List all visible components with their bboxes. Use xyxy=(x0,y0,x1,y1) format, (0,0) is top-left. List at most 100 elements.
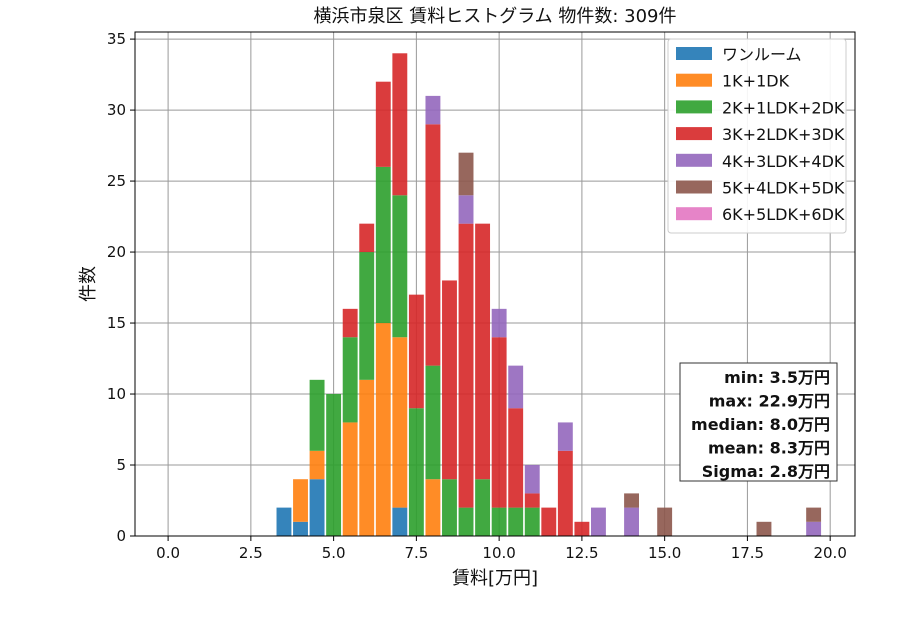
bar-segment xyxy=(591,507,606,536)
bar-segment xyxy=(806,521,822,536)
bar-segment xyxy=(293,479,308,522)
legend-swatch xyxy=(676,100,712,114)
legend-swatch xyxy=(676,207,712,221)
bar-segment xyxy=(375,166,391,324)
bar-segment xyxy=(557,422,573,451)
bar-segment xyxy=(491,507,507,536)
legend-label: 5K+4LDK+5DK xyxy=(722,179,845,198)
y-tick-label: 20 xyxy=(107,243,126,261)
legend-label: ワンルーム xyxy=(722,45,802,64)
x-tick-label: 15.0 xyxy=(648,544,681,562)
bar-segment xyxy=(326,394,342,536)
legend: ワンルーム 1K+1DK 2K+1LDK+2DK 3K+2LDK+3DK 4K+3LDK… xyxy=(667,38,847,234)
y-tick-label: 0 xyxy=(116,527,126,545)
bar-segment xyxy=(475,479,491,536)
bar-segment xyxy=(458,195,474,224)
bar-segment xyxy=(624,507,639,536)
histogram-bars xyxy=(276,53,822,536)
bar-segment xyxy=(524,507,540,536)
bar-segment xyxy=(392,337,408,508)
stats-line: Sigma: 2.8万円 xyxy=(702,462,830,481)
bar-segment xyxy=(508,408,524,508)
y-tick-label: 30 xyxy=(107,101,126,119)
bar-segment xyxy=(408,294,424,409)
legend-swatch xyxy=(676,153,712,167)
bar-segment xyxy=(309,479,325,536)
bar-segment xyxy=(524,465,540,494)
bar-segment xyxy=(425,365,441,480)
legend-swatch xyxy=(676,47,712,60)
chart-title: 横浜市泉区 賃料ヒストグラム 物件数: 309件 xyxy=(313,6,676,27)
series-4-bars xyxy=(342,53,590,536)
stats-line: median: 8.0万円 xyxy=(691,415,830,434)
bar-segment xyxy=(392,195,408,338)
stats-frame xyxy=(679,362,838,482)
bar-segment xyxy=(491,337,507,508)
bar-segment xyxy=(508,365,524,409)
stats-line: mean: 8.3万円 xyxy=(708,439,830,458)
series-6-bars xyxy=(458,152,822,536)
bar-segment xyxy=(293,521,308,536)
stats-box: min: 3.5万円 max: 22.9万円 median: 8.0万円 mean: … xyxy=(679,362,838,482)
x-tick-label: 2.5 xyxy=(239,544,263,562)
series-1-bars xyxy=(276,479,408,536)
legend-swatch xyxy=(676,73,712,87)
y-axis-title: 件数 xyxy=(78,266,99,302)
bar-segment xyxy=(359,223,375,253)
bar-segment xyxy=(442,479,457,536)
bar-segment xyxy=(276,507,292,536)
series-3-bars xyxy=(309,166,540,536)
plot-frame xyxy=(134,31,856,537)
stats-line: min: 3.5万円 xyxy=(724,368,830,387)
bar-segment xyxy=(359,252,375,380)
legend-box xyxy=(667,38,847,234)
series-5-bars xyxy=(425,95,822,536)
x-tick-label: 20.0 xyxy=(813,544,846,562)
bar-segment xyxy=(375,81,391,167)
bar-segment xyxy=(392,53,408,196)
legend-label: 2K+1LDK+2DK xyxy=(722,98,845,117)
bar-segment xyxy=(806,507,822,522)
y-tick-label: 10 xyxy=(107,385,126,403)
bar-segment xyxy=(508,507,524,536)
bar-segment xyxy=(458,152,474,196)
bar-segment xyxy=(557,450,573,536)
y-tick-label: 15 xyxy=(107,314,126,332)
bar-segment xyxy=(392,507,408,536)
x-tick-label: 17.5 xyxy=(731,544,764,562)
x-tick-label: 5.0 xyxy=(322,544,346,562)
legend-label: 6K+5LDK+6DK xyxy=(722,205,845,224)
bar-segment xyxy=(657,507,673,536)
x-tick-label: 7.5 xyxy=(404,544,428,562)
bar-segment xyxy=(375,323,391,536)
y-tick-label: 5 xyxy=(116,456,126,474)
x-tick-label: 12.5 xyxy=(565,544,598,562)
bar-segment xyxy=(624,493,639,508)
bar-segment xyxy=(342,308,358,338)
legend-label: 3K+2LDK+3DK xyxy=(722,125,845,144)
bar-segment xyxy=(359,379,375,536)
bar-segment xyxy=(541,507,557,536)
series-2-bars xyxy=(293,323,441,536)
bar-segment xyxy=(491,308,507,338)
bar-segment xyxy=(309,450,325,480)
bar-segment xyxy=(442,280,457,480)
bar-segment xyxy=(574,521,590,536)
x-axis-ticks: 0.0 2.5 5.0 7.5 10.0 12.5 15.0 17.5 20.0 xyxy=(156,536,847,562)
y-tick-label: 35 xyxy=(107,30,126,48)
x-axis-title: 賃料[万円] xyxy=(452,568,538,589)
bar-segment xyxy=(475,223,491,480)
legend-swatch xyxy=(676,127,712,141)
stats-line: max: 22.9万円 xyxy=(709,392,830,411)
bar-segment xyxy=(309,379,325,451)
bar-segment xyxy=(425,479,441,536)
legend-label: 4K+3LDK+4DK xyxy=(722,152,845,171)
bar-segment xyxy=(756,521,772,536)
bar-segment xyxy=(425,124,441,366)
bar-segment xyxy=(425,95,441,125)
bar-segment xyxy=(342,337,358,423)
bar-segment xyxy=(458,223,474,508)
x-tick-label: 10.0 xyxy=(482,544,515,562)
bar-segment xyxy=(524,493,540,508)
